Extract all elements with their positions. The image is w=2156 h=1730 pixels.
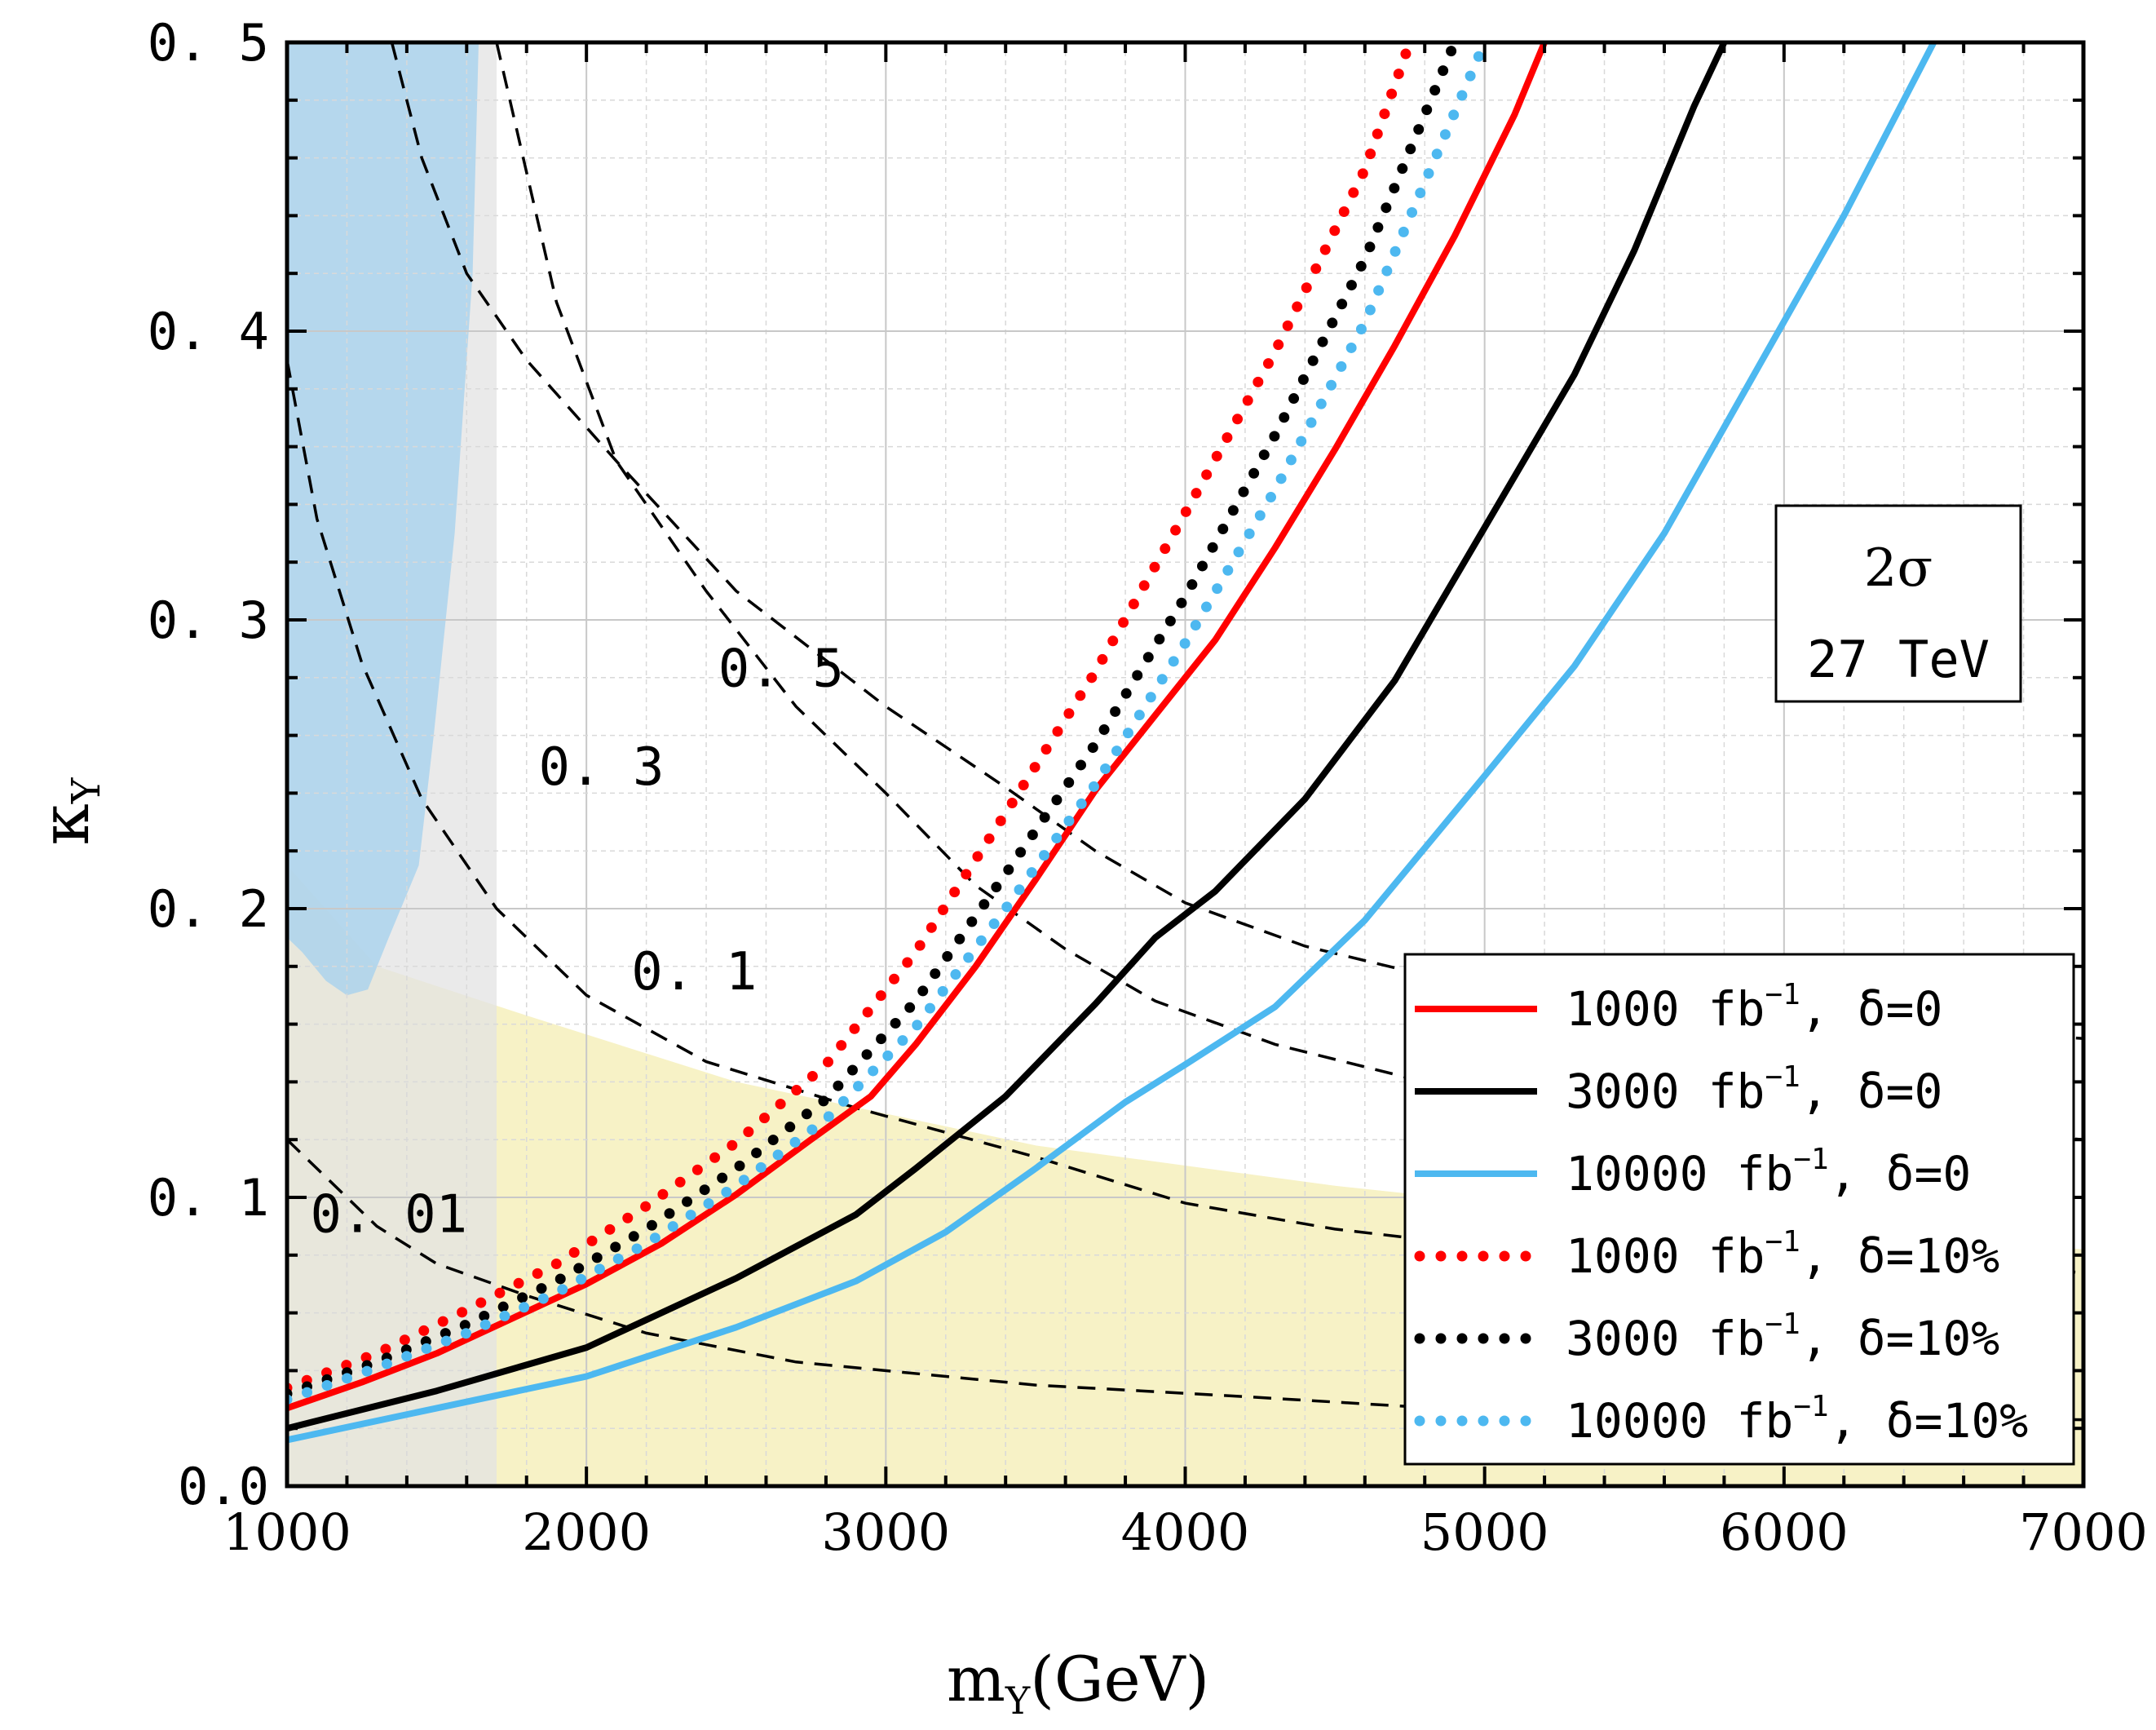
series-line (287, 42, 1937, 1444)
legend-entries: 1000 fb−1, δ=0 3000 fb−1, δ=0 10000 fb−1, … (1414, 978, 2028, 1449)
y-tick-label: 0. 1 (148, 1168, 269, 1228)
contour-line (390, 42, 2083, 1041)
contour-label: 0. 1 (631, 942, 757, 1002)
legend-label: 3000 fb−1, δ=0 (1566, 1060, 1942, 1119)
y-tick-label: 0. 4 (148, 302, 269, 361)
sensitivity-curves (287, 42, 1937, 1444)
tick-labels: 1000 2000 3000 4000 5000 6000 7000 0.0 0. 1 0. 2 0… (148, 13, 2148, 1562)
legend-label: 10000 fb−1, δ=0 (1566, 1143, 1971, 1201)
legend: 1000 fb−1, δ=0 3000 fb−1, δ=0 10000 fb−1, … (1403, 953, 2075, 1466)
series-line (287, 42, 1728, 1432)
annotation-sigma: 2σ (1864, 538, 1933, 599)
contour-labels: 0. 01 0. 1 0. 3 0. 5 (311, 639, 844, 1245)
contour-label: 0. 5 (718, 639, 844, 699)
annotation-box: 2σ 27 TeV (1774, 504, 2022, 703)
x-tick-label: 5000 (1420, 1502, 1549, 1562)
legend-label: 10000 fb−1, δ=10% (1566, 1390, 2028, 1449)
annotation-energy: 27 TeV (1807, 630, 1990, 689)
x-tick-label: 7000 (2019, 1502, 2148, 1562)
x-tick-label: 4000 (1121, 1502, 1250, 1562)
excluded-blue-region (287, 42, 479, 996)
legend-frame (1403, 953, 2075, 1466)
series-line (287, 42, 1460, 1400)
y-axis-label: κY (27, 777, 109, 845)
contour-lines (287, 42, 2083, 1422)
contour-label: 0. 01 (311, 1184, 468, 1245)
legend-label: 1000 fb−1, δ=10% (1566, 1225, 1999, 1284)
x-tick-label: 6000 (1720, 1502, 1849, 1562)
y-axis-label-main: κY (27, 777, 109, 845)
x-axis-label: mY(GeV) (947, 1643, 1209, 1723)
series-line (287, 42, 1416, 1394)
y-tick-label: 0. 5 (148, 13, 269, 73)
y-tick-label: 0. 3 (148, 591, 269, 650)
y-tick-label: 0. 2 (148, 879, 269, 939)
x-tick-label: 2000 (522, 1502, 651, 1562)
legend-label: 1000 fb−1, δ=0 (1566, 978, 1942, 1037)
y-tick-label: 0.0 (178, 1457, 269, 1516)
contour-line (287, 1138, 2083, 1422)
legend-label: 3000 fb−1, δ=10% (1566, 1307, 1999, 1366)
x-axis-label-main: mY(GeV) (947, 1643, 1209, 1723)
series-line (287, 42, 1548, 1412)
contour-label: 0. 3 (538, 737, 664, 798)
contour-line (287, 360, 2083, 1274)
x-tick-label: 3000 (821, 1502, 950, 1562)
series-line (287, 42, 1491, 1405)
x-tick-label: 1000 (223, 1502, 351, 1562)
annotation-frame (1774, 504, 2022, 703)
